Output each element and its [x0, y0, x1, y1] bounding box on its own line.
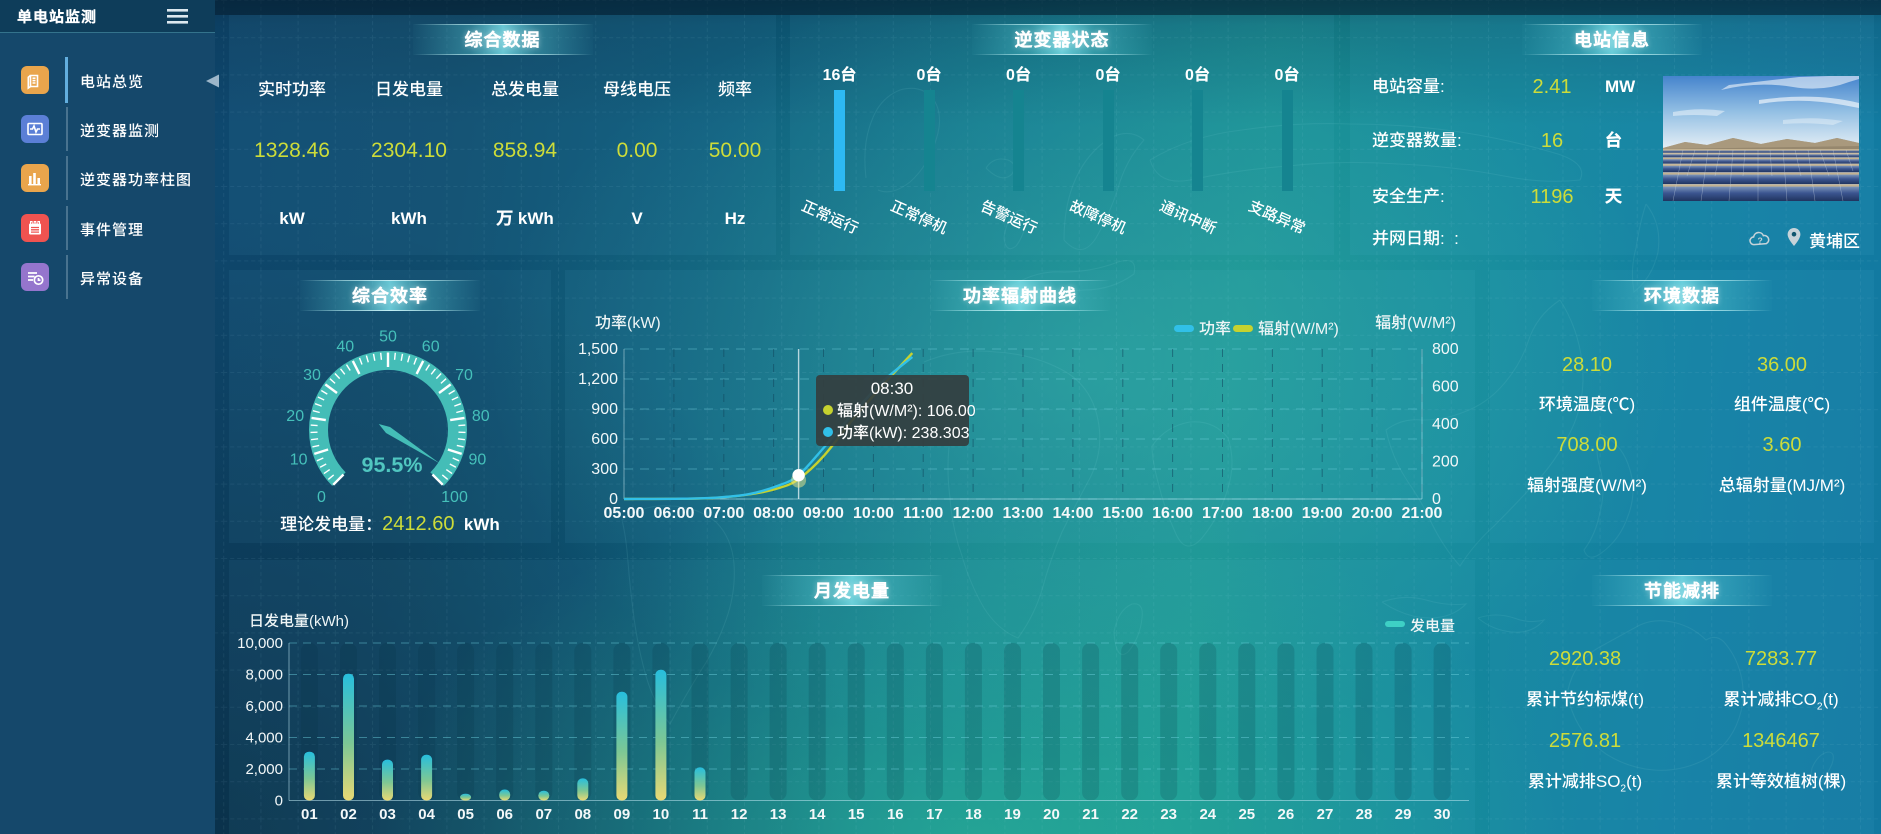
svg-text:06:00: 06:00 — [653, 499, 694, 523]
svg-text:发电量: 发电量 — [1410, 615, 1455, 636]
svg-text:1,500: 1,500 — [578, 335, 618, 359]
svg-text:23: 23 — [1160, 803, 1177, 824]
svg-text:400: 400 — [1432, 410, 1459, 434]
svg-text:27: 27 — [1317, 803, 1334, 824]
svg-text:15: 15 — [848, 803, 865, 824]
svg-text:80: 80 — [472, 402, 490, 426]
svg-text:40: 40 — [336, 333, 354, 357]
svg-text:功率(kW): 238.303: 功率(kW): 238.303 — [837, 419, 970, 443]
svg-text:20: 20 — [286, 402, 304, 426]
svg-text:12: 12 — [731, 803, 748, 824]
svg-text:22: 22 — [1121, 803, 1138, 824]
svg-text:06: 06 — [496, 803, 513, 824]
svg-text:11: 11 — [692, 803, 708, 824]
svg-text:0: 0 — [609, 485, 618, 509]
svg-text:8,000: 8,000 — [245, 664, 283, 685]
svg-text:12:00: 12:00 — [953, 499, 994, 523]
svg-text:07:00: 07:00 — [703, 499, 744, 523]
svg-text:16: 16 — [887, 803, 904, 824]
svg-text:60: 60 — [422, 333, 440, 357]
svg-text:07: 07 — [535, 803, 552, 824]
svg-text:0: 0 — [317, 483, 326, 507]
svg-text:?: ? — [1757, 234, 1762, 246]
svg-text:辐射(W/M²): 辐射(W/M²) — [1258, 315, 1339, 339]
svg-text:30: 30 — [303, 361, 321, 385]
svg-text:辐射(W/M²): 辐射(W/M²) — [1375, 309, 1456, 333]
svg-text:100: 100 — [441, 483, 468, 507]
svg-text:600: 600 — [591, 425, 618, 449]
svg-text:50: 50 — [379, 323, 397, 347]
svg-text:03: 03 — [379, 803, 396, 824]
svg-text:6,000: 6,000 — [245, 695, 283, 716]
svg-text:01: 01 — [301, 803, 318, 824]
svg-text:18:00: 18:00 — [1252, 499, 1293, 523]
svg-text:09: 09 — [614, 803, 631, 824]
svg-text:0: 0 — [1432, 485, 1441, 509]
svg-text:辐射(W/M²): 106.00: 辐射(W/M²): 106.00 — [837, 397, 976, 421]
svg-text:14:00: 14:00 — [1052, 499, 1093, 523]
svg-text:19:00: 19:00 — [1302, 499, 1343, 523]
svg-text:20: 20 — [1043, 803, 1060, 824]
svg-text:90: 90 — [469, 446, 487, 470]
svg-text:28: 28 — [1356, 803, 1373, 824]
svg-text:1,200: 1,200 — [578, 365, 618, 389]
svg-text:10:00: 10:00 — [853, 499, 894, 523]
svg-text:21:00: 21:00 — [1402, 499, 1443, 523]
svg-text:95.5%: 95.5% — [362, 448, 423, 479]
svg-text:900: 900 — [591, 395, 618, 419]
svg-text:4,000: 4,000 — [245, 727, 283, 748]
svg-text:14: 14 — [809, 803, 826, 824]
svg-text:02: 02 — [340, 803, 357, 824]
svg-text:功率(kW): 功率(kW) — [595, 309, 661, 333]
svg-text:08:30: 08:30 — [871, 374, 914, 399]
svg-text:10: 10 — [653, 803, 670, 824]
svg-text:10: 10 — [290, 446, 308, 470]
svg-text:300: 300 — [591, 455, 618, 479]
svg-text:08: 08 — [574, 803, 591, 824]
svg-text:19: 19 — [1004, 803, 1021, 824]
svg-text:29: 29 — [1395, 803, 1412, 824]
svg-text:800: 800 — [1432, 335, 1459, 359]
svg-text:04: 04 — [418, 803, 435, 824]
svg-text:16:00: 16:00 — [1152, 499, 1193, 523]
svg-text:600: 600 — [1432, 373, 1459, 397]
svg-text:24: 24 — [1199, 803, 1216, 824]
svg-text:09:00: 09:00 — [803, 499, 844, 523]
svg-text:10,000: 10,000 — [237, 632, 283, 653]
svg-text:200: 200 — [1432, 448, 1459, 472]
svg-text:30: 30 — [1434, 803, 1451, 824]
svg-text:18: 18 — [965, 803, 982, 824]
svg-text:15:00: 15:00 — [1102, 499, 1143, 523]
svg-text:11:00: 11:00 — [903, 499, 943, 523]
svg-text:05:00: 05:00 — [604, 499, 645, 523]
svg-text:25: 25 — [1238, 803, 1255, 824]
svg-text:17:00: 17:00 — [1202, 499, 1243, 523]
svg-text:0: 0 — [275, 790, 283, 811]
svg-text:17: 17 — [926, 803, 943, 824]
svg-text:05: 05 — [457, 803, 474, 824]
svg-text:21: 21 — [1082, 803, 1099, 824]
svg-text:13: 13 — [770, 803, 787, 824]
svg-text:功率: 功率 — [1199, 315, 1231, 339]
svg-text:13:00: 13:00 — [1003, 499, 1044, 523]
svg-text:70: 70 — [455, 361, 473, 385]
svg-text:2,000: 2,000 — [245, 758, 283, 779]
svg-text:日发电量(kWh): 日发电量(kWh) — [249, 610, 349, 631]
svg-text:20:00: 20:00 — [1352, 499, 1393, 523]
svg-text:26: 26 — [1278, 803, 1295, 824]
svg-text:08:00: 08:00 — [753, 499, 794, 523]
